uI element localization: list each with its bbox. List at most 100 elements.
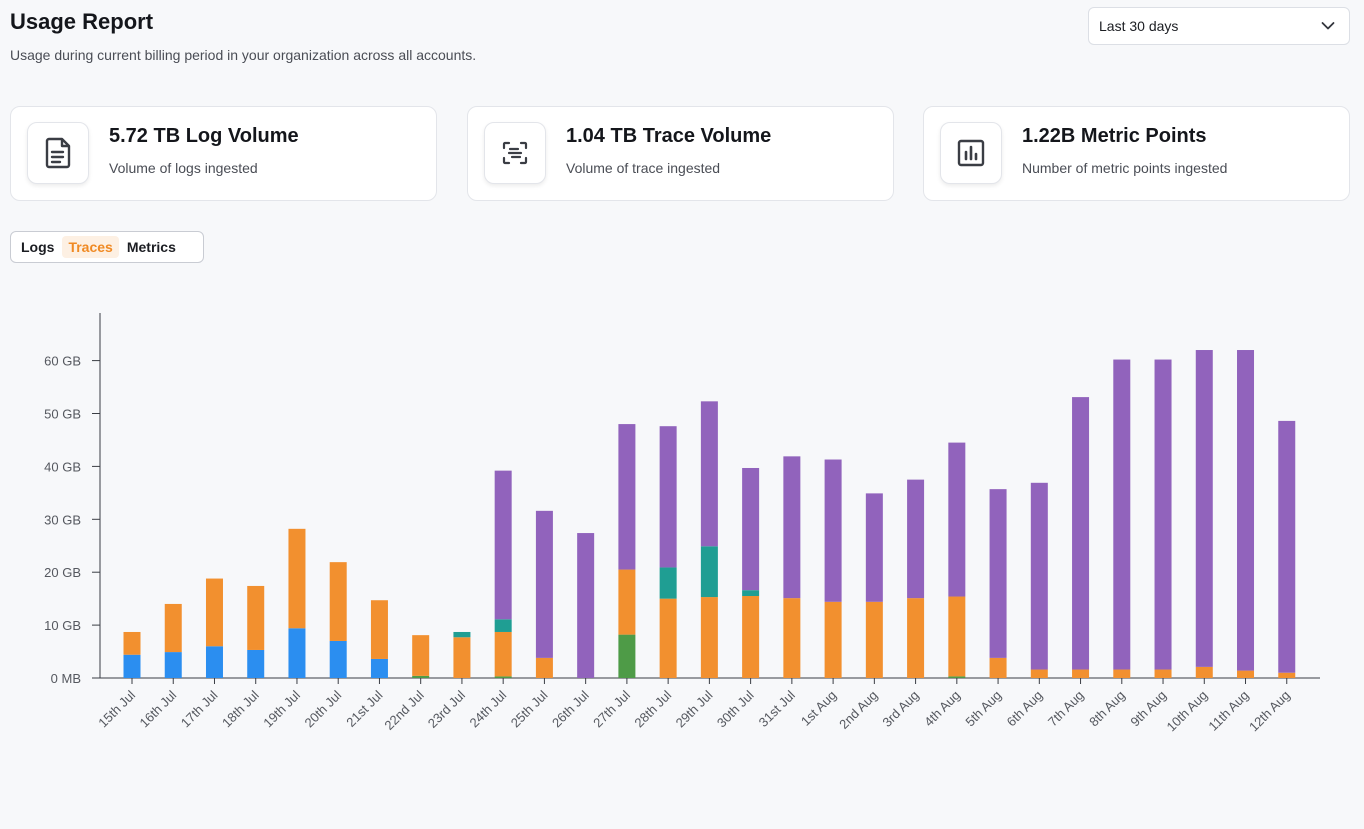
bar-segment[interactable] bbox=[1237, 670, 1255, 678]
bar-segment[interactable] bbox=[412, 675, 430, 678]
x-tick-label: 4th Aug bbox=[921, 688, 963, 730]
bar-segment[interactable] bbox=[329, 640, 347, 678]
bar-segment[interactable] bbox=[1113, 669, 1131, 678]
bar-segment[interactable] bbox=[164, 652, 182, 678]
document-icon bbox=[27, 122, 89, 184]
x-tick-label: 19th Jul bbox=[260, 687, 303, 730]
page-title: Usage Report bbox=[10, 9, 154, 34]
bar-segment[interactable] bbox=[659, 567, 677, 599]
bar-segment[interactable] bbox=[907, 598, 925, 678]
bar-segment[interactable] bbox=[783, 456, 801, 599]
bar-segment[interactable] bbox=[618, 634, 636, 678]
bar-segment[interactable] bbox=[742, 596, 760, 678]
bar-segment[interactable] bbox=[742, 590, 760, 597]
page-subtitle: Usage during current billing period in y… bbox=[10, 47, 477, 63]
bar-segment[interactable] bbox=[164, 603, 182, 653]
bar-segment[interactable] bbox=[618, 424, 636, 570]
bar-segment[interactable] bbox=[1030, 669, 1048, 678]
bar-segment[interactable] bbox=[700, 401, 718, 547]
bar-segment[interactable] bbox=[494, 619, 512, 632]
bar-segment[interactable] bbox=[989, 489, 1007, 658]
y-tick-label: 20 GB bbox=[44, 565, 81, 580]
bar-segment[interactable] bbox=[1030, 482, 1048, 670]
trace-icon bbox=[484, 122, 546, 184]
log-volume-desc: Volume of logs ingested bbox=[109, 160, 258, 176]
bar-segment[interactable] bbox=[535, 657, 553, 678]
x-tick-label: 26th Jul bbox=[549, 687, 592, 730]
x-tick-label: 31st Jul bbox=[756, 687, 798, 729]
bar-segment[interactable] bbox=[783, 598, 801, 678]
bar-segment[interactable] bbox=[205, 578, 223, 647]
bar-segment[interactable] bbox=[453, 637, 471, 678]
bar-segment[interactable] bbox=[494, 470, 512, 620]
x-tick-label: 12th Aug bbox=[1246, 688, 1293, 735]
bar-segment[interactable] bbox=[618, 569, 636, 635]
bar-segment[interactable] bbox=[1278, 672, 1296, 678]
bar-segment[interactable] bbox=[123, 654, 141, 678]
tab-traces[interactable]: Traces bbox=[62, 236, 119, 258]
data-type-tabs: Logs Traces Metrics bbox=[10, 231, 204, 263]
x-tick-label: 30th Jul bbox=[714, 687, 757, 730]
x-tick-label: 11th Aug bbox=[1205, 688, 1251, 734]
bar-segment[interactable] bbox=[1195, 350, 1213, 667]
y-tick-label: 60 GB bbox=[44, 354, 81, 369]
bar-segment[interactable] bbox=[659, 426, 677, 568]
bar-segment[interactable] bbox=[494, 631, 512, 677]
bar-segment[interactable] bbox=[1278, 420, 1296, 673]
x-tick-label: 29th Jul bbox=[673, 687, 716, 730]
tab-metrics[interactable]: Metrics bbox=[126, 239, 176, 255]
bar-segment[interactable] bbox=[824, 459, 842, 602]
metric-points-desc: Number of metric points ingested bbox=[1022, 160, 1228, 176]
bar-segment[interactable] bbox=[742, 467, 760, 591]
x-tick-label: 6th Aug bbox=[1004, 688, 1046, 730]
x-tick-label: 3rd Aug bbox=[879, 688, 921, 730]
x-tick-label: 15th Jul bbox=[95, 687, 138, 730]
bar-segment[interactable] bbox=[412, 635, 430, 676]
bar-segment[interactable] bbox=[370, 658, 388, 678]
x-tick-label: 10th Aug bbox=[1163, 688, 1210, 735]
bar-segment[interactable] bbox=[989, 657, 1007, 678]
bar-segment[interactable] bbox=[1154, 359, 1172, 670]
bar-segment[interactable] bbox=[535, 510, 553, 658]
bar-segment[interactable] bbox=[824, 601, 842, 678]
tab-logs[interactable]: Logs bbox=[21, 239, 55, 255]
bar-segment[interactable] bbox=[494, 676, 512, 678]
bar-segment[interactable] bbox=[453, 631, 471, 638]
bar-segment[interactable] bbox=[288, 628, 306, 678]
trace-volume-card: 1.04 TB Trace Volume Volume of trace ing… bbox=[467, 106, 894, 201]
bar-segment[interactable] bbox=[123, 631, 141, 655]
bar-segment[interactable] bbox=[247, 585, 265, 650]
bar-segment[interactable] bbox=[370, 600, 388, 659]
bar-segment[interactable] bbox=[1113, 359, 1131, 670]
x-tick-label: 23rd Jul bbox=[425, 687, 468, 730]
bar-segment[interactable] bbox=[865, 493, 883, 602]
bar-segment[interactable] bbox=[700, 597, 718, 678]
bar-segment[interactable] bbox=[1154, 669, 1172, 678]
bar-segment[interactable] bbox=[659, 598, 677, 678]
x-tick-label: 7th Aug bbox=[1045, 688, 1087, 730]
bar-chart-icon bbox=[940, 122, 1002, 184]
bar-segment[interactable] bbox=[247, 649, 265, 678]
bar-segment[interactable] bbox=[948, 676, 966, 678]
bar-segment[interactable] bbox=[577, 533, 595, 678]
bar-segment[interactable] bbox=[1072, 669, 1090, 678]
bar-segment[interactable] bbox=[948, 442, 966, 597]
bar-segment[interactable] bbox=[865, 601, 883, 678]
bar-segment[interactable] bbox=[700, 546, 718, 598]
bar-segment[interactable] bbox=[205, 646, 223, 678]
bar-segment[interactable] bbox=[1072, 397, 1090, 670]
x-tick-label: 16th Jul bbox=[137, 687, 180, 730]
date-range-select[interactable]: Last 30 days bbox=[1088, 7, 1350, 45]
bar-segment[interactable] bbox=[288, 528, 306, 629]
log-volume-title: 5.72 TB Log Volume bbox=[109, 125, 299, 147]
bar-segment[interactable] bbox=[1195, 666, 1213, 678]
y-tick-label: 0 MB bbox=[51, 671, 81, 686]
bar-segment[interactable] bbox=[907, 479, 925, 599]
usage-bar-chart: 0 MB 10 GB 20 GB 30 GB 40 GB 50 GB 60 GB 15th J… bbox=[44, 312, 1320, 735]
bar-segment[interactable] bbox=[1237, 350, 1255, 671]
x-tick-label: 17th Jul bbox=[178, 687, 221, 730]
bar-segment[interactable] bbox=[329, 562, 347, 641]
bar-segment[interactable] bbox=[948, 596, 966, 677]
metric-points-title: 1.22B Metric Points bbox=[1022, 125, 1207, 147]
x-tick-label: 24th Jul bbox=[466, 687, 509, 730]
